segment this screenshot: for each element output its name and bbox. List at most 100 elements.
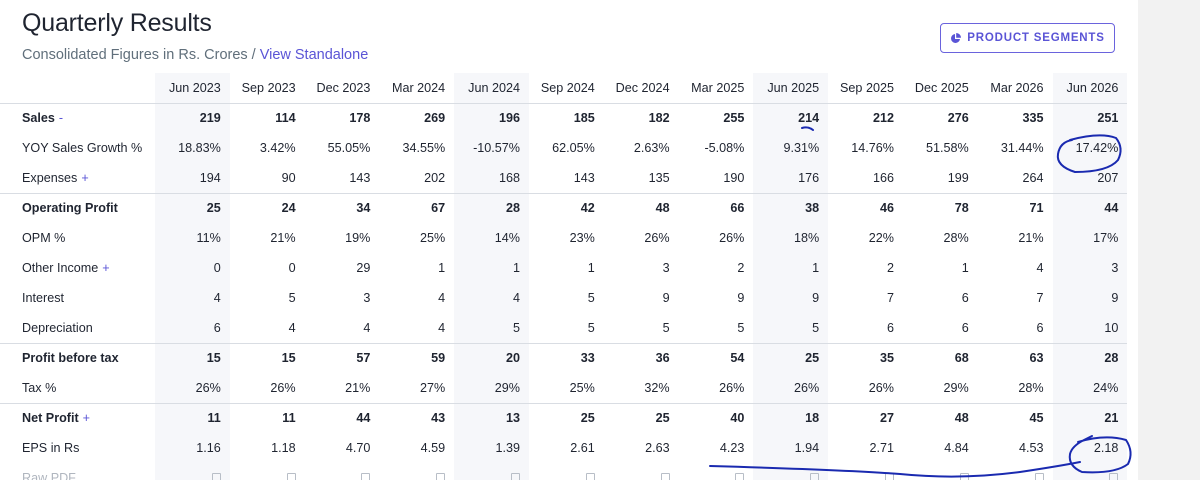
pdf-document-icon[interactable] <box>660 473 670 480</box>
table-cell: 335 <box>1022 111 1044 126</box>
table-cell: 166 <box>872 170 894 185</box>
subtitle-separator: / <box>251 47 256 63</box>
table-cell: 114 <box>275 111 296 126</box>
table-cell: 207 <box>1052 163 1128 193</box>
table-cell: -5.08% <box>704 141 745 155</box>
collapse-toggle[interactable]: - <box>58 111 64 126</box>
table-cell: 51.58% <box>926 141 969 155</box>
expand-toggle[interactable]: + <box>102 261 110 275</box>
table-cell: 25 <box>155 192 230 223</box>
table-cell: 276 <box>947 111 969 126</box>
table-cell: 251 <box>1052 103 1128 133</box>
table-cell: 24 <box>229 192 305 223</box>
raw-pdf-cell[interactable] <box>903 463 978 480</box>
pdf-document-icon[interactable] <box>361 473 371 480</box>
raw-pdf-cell[interactable] <box>753 463 829 480</box>
table-cell: 176 <box>753 163 829 193</box>
table-cell: 143 <box>573 170 595 185</box>
pdf-document-icon[interactable] <box>585 473 595 480</box>
column-header: Jun 2025 <box>753 73 829 104</box>
table-cell: 6 <box>961 320 969 335</box>
expand-toggle[interactable]: + <box>81 170 89 185</box>
raw-pdf-cell[interactable] <box>604 463 679 480</box>
table-cell: 255 <box>723 111 745 126</box>
pdf-document-icon[interactable] <box>1109 473 1119 480</box>
raw-pdf-cell[interactable] <box>454 463 529 480</box>
table-row: Expenses +194 90 143 202 168 143 135 190 176 166 19… <box>0 163 1128 193</box>
table-cell: 178 <box>349 111 371 126</box>
row-label: Raw PDF <box>22 471 76 480</box>
column-header: Sep 2024 <box>528 73 604 104</box>
pdf-document-icon[interactable] <box>810 473 820 480</box>
table-cell: 18.83% <box>155 133 230 163</box>
raw-pdf-cell[interactable] <box>379 463 454 480</box>
table-row: Interest 4 5 3 4 4 5 9 9 9 7 6 7 9 <box>0 283 1128 313</box>
pdf-document-icon[interactable] <box>884 473 894 480</box>
row-label: OPM % <box>22 231 66 245</box>
table-cell: 9 <box>1052 283 1128 313</box>
pdf-document-icon[interactable] <box>959 473 969 480</box>
pdf-document-icon[interactable] <box>436 473 446 480</box>
table-row: Depreciation 6 4 4 4 5 5 5 5 5 6 6 6 10 <box>0 313 1128 343</box>
table-cell: 27 <box>828 402 903 433</box>
table-cell: 6 <box>961 291 969 305</box>
table-cell: 4.53 <box>1019 441 1044 455</box>
table-cell: 27% <box>419 380 446 395</box>
pie-chart-icon <box>950 32 962 44</box>
table-row: YOY Sales Growth % 18.83% 3.42% 55.05% 34.55… <box>0 133 1128 163</box>
row-label-cell[interactable]: Expenses + <box>0 163 155 193</box>
table-cell: 194 <box>155 163 230 193</box>
table-cell: 35 <box>828 342 903 373</box>
pdf-document-icon[interactable] <box>510 473 520 480</box>
pdf-document-icon[interactable] <box>735 473 745 480</box>
row-label: Net Profit <box>22 411 79 426</box>
table-cell: 17% <box>1052 223 1128 253</box>
table-cell: 190 <box>723 170 745 185</box>
table-cell: 32% <box>644 380 670 395</box>
raw-pdf-cell[interactable] <box>1052 463 1128 480</box>
row-label-cell[interactable]: Sales - <box>0 103 155 133</box>
raw-pdf-cell[interactable] <box>305 463 380 480</box>
table-row: Profit before tax 15 15 57 59 20 33 36 54 25 35 68 6… <box>0 342 1128 373</box>
table-cell: 26% <box>868 380 894 395</box>
table-cell: 28 <box>454 192 529 223</box>
raw-pdf-cell[interactable] <box>679 463 754 480</box>
table-cell: 28 <box>1052 342 1128 373</box>
table-cell: 26% <box>753 373 829 403</box>
row-label-cell[interactable]: Net Profit + <box>0 402 155 433</box>
column-header: Jun 2026 <box>1052 73 1128 104</box>
table-cell: 196 <box>454 103 529 133</box>
pdf-document-icon[interactable] <box>286 473 296 480</box>
table-row: Sales -219 114 178 269 196 185 182 255 214 212 276 3… <box>0 103 1128 133</box>
table-cell: 5 <box>587 291 595 305</box>
table-cell: 2 <box>737 261 745 275</box>
column-header: Dec 2025 <box>902 73 978 104</box>
row-label-cell[interactable]: Other Income + <box>0 253 155 283</box>
expand-toggle[interactable]: + <box>82 411 91 426</box>
pdf-document-icon[interactable] <box>1034 473 1044 480</box>
table-cell: 17.42% <box>1052 133 1128 163</box>
table-cell: 4 <box>1036 261 1044 275</box>
table-cell: 34 <box>304 192 380 223</box>
view-standalone-link[interactable]: View Standalone <box>259 47 369 63</box>
table-cell: 3.42% <box>259 141 296 155</box>
raw-pdf-cell[interactable] <box>828 463 903 480</box>
table-cell: 21% <box>270 231 296 245</box>
table-cell: 182 <box>648 111 670 126</box>
table-cell: 24% <box>1052 373 1128 403</box>
raw-pdf-cell[interactable] <box>529 463 604 480</box>
table-cell: 14.76% <box>851 141 894 155</box>
pdf-document-icon[interactable] <box>211 473 221 480</box>
table-cell: 33 <box>528 342 604 373</box>
table-cell: 59 <box>379 342 455 373</box>
table-cell: 3 <box>1052 253 1128 283</box>
table-cell: 25% <box>569 380 595 395</box>
raw-pdf-cell[interactable] <box>155 463 230 480</box>
raw-pdf-cell[interactable] <box>230 463 305 480</box>
product-segments-button[interactable]: PRODUCT SEGMENTS <box>940 23 1115 53</box>
table-cell: 5 <box>587 320 595 335</box>
raw-pdf-cell[interactable] <box>978 463 1053 480</box>
table-cell: 3 <box>662 261 670 275</box>
table-cell: 71 <box>977 192 1053 223</box>
table-cell: 2.63% <box>633 141 670 155</box>
